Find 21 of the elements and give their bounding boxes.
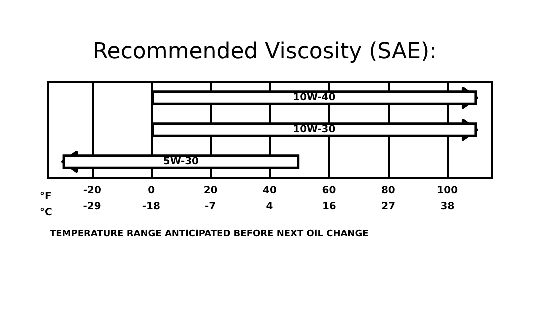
x-axis-title: °F bbox=[40, 192, 52, 202]
x2-tick-label: 38 bbox=[440, 202, 455, 212]
x2-tick-label: -18 bbox=[142, 202, 160, 212]
x2-axis-title: °C bbox=[40, 208, 52, 218]
y-tick-label: 10W-40 bbox=[293, 92, 336, 104]
x-tick-label: 60 bbox=[322, 186, 336, 196]
x-tick-label: 0 bbox=[148, 186, 156, 196]
y-tick-label: 10W-30 bbox=[293, 124, 336, 136]
x-tick-label: 20 bbox=[204, 186, 218, 196]
x2-tick-label: 16 bbox=[322, 202, 336, 212]
x-tick-label: -20 bbox=[83, 186, 102, 196]
y-tick-label: 5W-30 bbox=[163, 156, 200, 168]
x-tick-label: 40 bbox=[263, 186, 277, 196]
x2-tick-label: 4 bbox=[266, 202, 274, 212]
x-tick-label: 80 bbox=[381, 186, 396, 196]
x2-tick-label: 27 bbox=[382, 202, 396, 212]
x2-tick-label: -7 bbox=[205, 202, 216, 212]
chart-title: Recommended Viscosity (SAE): bbox=[93, 40, 437, 64]
x-tick-label: 100 bbox=[437, 186, 458, 196]
text: TEMPERATURE RANGE ANTICIPATED BEFORE NEXT OIL CHANGE bbox=[50, 230, 369, 240]
x2-tick-label: -29 bbox=[83, 202, 102, 212]
